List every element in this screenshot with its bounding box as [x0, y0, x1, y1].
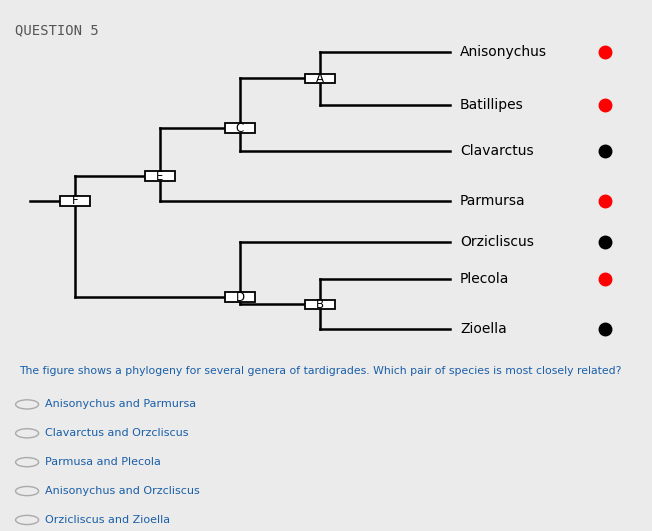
- FancyBboxPatch shape: [225, 123, 255, 133]
- Text: F: F: [72, 194, 78, 208]
- Text: Batillipes: Batillipes: [460, 98, 524, 112]
- FancyBboxPatch shape: [145, 172, 175, 181]
- Text: Anisonychus: Anisonychus: [460, 45, 547, 58]
- Text: C: C: [236, 122, 244, 134]
- Text: Parmursa: Parmursa: [460, 194, 526, 208]
- Text: A: A: [316, 72, 324, 85]
- Text: The figure shows a phylogeny for several genera of tardigrades. Which pair of sp: The figure shows a phylogeny for several…: [20, 366, 622, 376]
- Text: Plecola: Plecola: [460, 272, 509, 286]
- FancyBboxPatch shape: [305, 74, 335, 83]
- FancyBboxPatch shape: [60, 196, 90, 205]
- Text: Clavarctus: Clavarctus: [460, 144, 533, 158]
- Text: Anisonychus and Orzcliscus: Anisonychus and Orzcliscus: [45, 486, 200, 496]
- Text: Orzicliscus and Zioella: Orzicliscus and Zioella: [45, 515, 170, 525]
- Text: QUESTION 5: QUESTION 5: [15, 23, 98, 37]
- Text: Anisonychus and Parmursa: Anisonychus and Parmursa: [45, 399, 196, 409]
- Text: B: B: [316, 298, 324, 311]
- FancyBboxPatch shape: [225, 293, 255, 302]
- Text: D: D: [235, 290, 244, 304]
- Text: Parmusa and Plecola: Parmusa and Plecola: [45, 457, 161, 467]
- FancyBboxPatch shape: [305, 299, 335, 309]
- Text: Zioella: Zioella: [460, 322, 507, 336]
- Text: Orzicliscus: Orzicliscus: [460, 235, 534, 249]
- Text: Clavarctus and Orzcliscus: Clavarctus and Orzcliscus: [45, 429, 188, 438]
- Text: E: E: [156, 169, 164, 183]
